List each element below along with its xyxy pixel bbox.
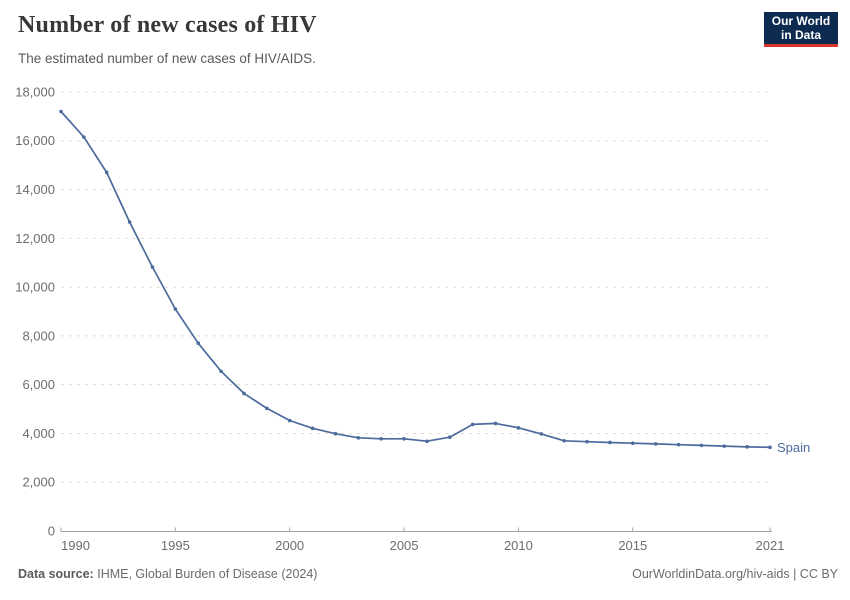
data-point[interactable] <box>82 135 86 139</box>
data-point[interactable] <box>310 426 315 431</box>
data-point[interactable] <box>265 406 269 411</box>
data-point[interactable] <box>196 341 201 346</box>
data-point[interactable] <box>630 441 635 446</box>
data-point[interactable] <box>516 426 521 430</box>
data-point[interactable] <box>585 439 589 444</box>
x-tick-label: 1995 <box>161 538 190 553</box>
data-point[interactable] <box>562 438 566 443</box>
data-point[interactable] <box>402 437 406 441</box>
y-tick-label: 2,000 <box>22 475 55 490</box>
chart-subtitle: The estimated number of new cases of HIV… <box>18 51 316 66</box>
logo-line2: in Data <box>780 28 821 42</box>
data-point[interactable] <box>173 307 178 311</box>
x-tick-label: 2000 <box>275 538 304 553</box>
series-label-spain[interactable]: Spain <box>777 440 810 455</box>
data-source-label: Data source: <box>18 567 94 581</box>
data-point[interactable] <box>356 436 361 440</box>
data-point[interactable] <box>379 437 383 441</box>
data-point[interactable] <box>539 432 544 436</box>
line-chart[interactable]: 0 2,000 4,000 6,000 8,000 10,000 12,000 14,000 1… <box>0 0 850 562</box>
x-tick-label: 2015 <box>618 538 647 553</box>
y-tick-label: 10,000 <box>15 280 55 295</box>
y-tick-label: 16,000 <box>15 133 55 148</box>
data-point[interactable] <box>676 442 681 447</box>
data-point[interactable] <box>699 443 704 448</box>
y-tick-label: 14,000 <box>15 182 55 197</box>
data-point[interactable] <box>59 109 63 114</box>
data-point[interactable] <box>448 435 452 440</box>
credit-link[interactable]: OurWorldinData.org/hiv-aids | CC BY <box>632 567 838 581</box>
x-tick-label: 2005 <box>390 538 419 553</box>
data-point[interactable] <box>653 442 658 446</box>
x-tick-label: 2021 <box>756 538 785 553</box>
data-point[interactable] <box>493 421 498 426</box>
data-point[interactable] <box>470 422 475 427</box>
data-point[interactable] <box>150 265 155 269</box>
y-tick-label: 4,000 <box>22 426 55 441</box>
data-line-spain[interactable] <box>60 110 771 449</box>
page-title: Number of new cases of HIV <box>18 12 317 38</box>
data-source-text: IHME, Global Burden of Disease (2024) <box>97 567 318 581</box>
data-point[interactable] <box>768 445 772 450</box>
data-point[interactable] <box>745 445 749 449</box>
data-point[interactable] <box>104 170 109 175</box>
y-tick-label: 12,000 <box>15 231 55 246</box>
logo-line1: Our World <box>771 13 831 28</box>
data-point[interactable] <box>722 444 727 448</box>
data-point[interactable] <box>242 391 246 396</box>
chart-footer: Data source: IHME, Global Burden of Dise… <box>18 567 838 581</box>
data-point[interactable] <box>127 220 132 224</box>
data-point[interactable] <box>287 418 292 423</box>
y-tick-label: 0 <box>48 523 55 538</box>
x-tick-label: 2010 <box>504 538 533 553</box>
y-tick-label: 18,000 <box>15 84 55 99</box>
data-point[interactable] <box>333 431 338 436</box>
y-tick-label: 6,000 <box>22 377 55 392</box>
data-source: Data source: IHME, Global Burden of Dise… <box>18 567 317 581</box>
data-point[interactable] <box>425 439 429 444</box>
data-point[interactable] <box>219 369 223 374</box>
y-tick-label: 8,000 <box>22 328 55 343</box>
data-point[interactable] <box>608 440 612 445</box>
owid-logo[interactable]: Our World in Data <box>764 12 838 47</box>
x-tick-label: 1990 <box>61 538 90 553</box>
